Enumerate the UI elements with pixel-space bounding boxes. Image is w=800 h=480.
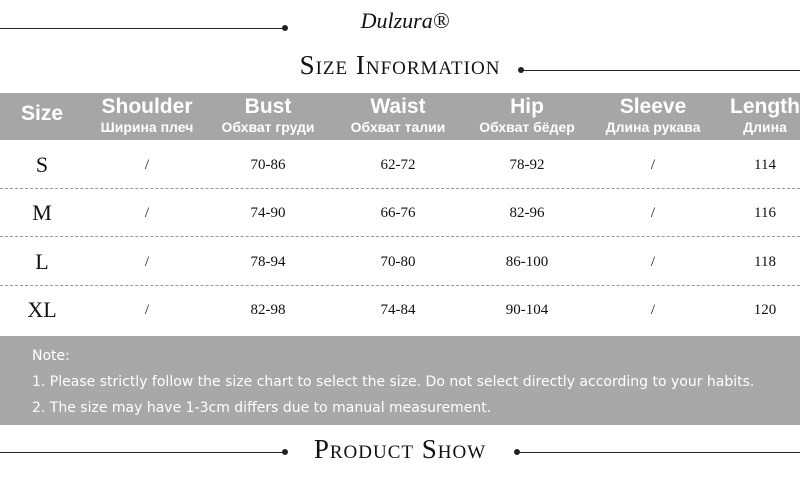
table-cell: / bbox=[144, 302, 150, 318]
header-en: Shoulder bbox=[101, 95, 193, 118]
note-line: 2. The size may have 1-3cm differs due t… bbox=[32, 400, 492, 416]
header-en: Length bbox=[730, 95, 800, 118]
table-cell: L bbox=[35, 249, 49, 274]
table-cell: 86-100 bbox=[505, 254, 549, 270]
header-en: Waist bbox=[370, 95, 426, 118]
rule bbox=[518, 452, 800, 453]
header-en: Sleeve bbox=[619, 95, 687, 118]
table-cell: / bbox=[144, 205, 150, 221]
table-cell: 74-84 bbox=[380, 302, 416, 318]
table-cell: / bbox=[144, 254, 150, 270]
table-cell: 70-86 bbox=[250, 157, 286, 173]
rule-dot bbox=[514, 449, 520, 455]
header-cell: Waist Обхват талии bbox=[333, 95, 463, 135]
table-cell: / bbox=[650, 157, 656, 173]
brand: Dulzura® bbox=[360, 8, 450, 33]
header-cell: Shoulder Ширина плеч bbox=[84, 95, 210, 135]
table-cell: 78-94 bbox=[250, 254, 286, 270]
table-header: Size Shoulder Ширина плеч Bust Обхват груди W… bbox=[0, 93, 800, 140]
table-cell: M bbox=[32, 200, 52, 225]
table-cell: 90-104 bbox=[505, 302, 549, 318]
header-en: Bust bbox=[244, 95, 292, 118]
header-ru: Обхват груди bbox=[221, 119, 315, 135]
table-cell: / bbox=[650, 302, 656, 318]
rule-dot bbox=[282, 449, 288, 455]
table-cell: 120 bbox=[753, 302, 777, 318]
table-cell: / bbox=[650, 254, 656, 270]
table-cell: 66-76 bbox=[380, 205, 416, 221]
section-title: Product Show bbox=[313, 434, 487, 464]
rule bbox=[0, 28, 285, 29]
header-cell: Sleeve Длина рукава bbox=[588, 95, 718, 135]
row-separator bbox=[0, 236, 800, 237]
table-cell: 62-72 bbox=[380, 157, 416, 173]
header-ru: Обхват бёдер bbox=[479, 119, 575, 135]
table-cell: 74-90 bbox=[250, 205, 286, 221]
note-box: Note: 1. Please strictly follow the size… bbox=[0, 336, 800, 425]
header-ru: Длина bbox=[743, 119, 787, 135]
note-heading: Note: bbox=[32, 348, 70, 364]
table-cell: S bbox=[35, 152, 49, 177]
header-cell: Hip Обхват бёдер bbox=[462, 95, 592, 135]
rule bbox=[0, 452, 285, 453]
header-cell: Length Длина bbox=[725, 95, 800, 135]
table-cell: 118 bbox=[754, 254, 776, 270]
rule bbox=[522, 70, 800, 71]
table-cell: / bbox=[650, 205, 656, 221]
rule-dot bbox=[518, 67, 524, 73]
header-cell: Bust Обхват груди bbox=[205, 95, 331, 135]
table-cell: XL bbox=[27, 297, 57, 322]
header-ru: Ширина плеч bbox=[100, 119, 194, 135]
note-line: 1. Please strictly follow the size chart… bbox=[32, 374, 755, 390]
header-ru: Обхват талии bbox=[350, 119, 446, 135]
section-title: Size Information bbox=[299, 50, 501, 80]
table-cell: 70-80 bbox=[380, 254, 416, 270]
header-cell: Size bbox=[0, 102, 84, 126]
header-ru: Длина рукава bbox=[605, 119, 701, 135]
row-separator bbox=[0, 188, 800, 189]
table-cell: 114 bbox=[754, 157, 776, 173]
header-en: Size bbox=[20, 102, 64, 125]
header-en: Hip bbox=[510, 95, 544, 118]
row-separator bbox=[0, 285, 800, 286]
table-cell: 82-98 bbox=[250, 302, 286, 318]
table-cell: / bbox=[144, 157, 150, 173]
table-cell: 78-92 bbox=[509, 157, 545, 173]
table-cell: 116 bbox=[754, 205, 776, 221]
table-cell: 82-96 bbox=[509, 205, 545, 221]
rule-dot bbox=[282, 25, 288, 31]
